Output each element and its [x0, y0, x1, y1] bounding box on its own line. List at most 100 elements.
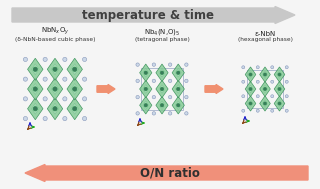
Polygon shape [277, 71, 282, 78]
Polygon shape [159, 85, 165, 93]
FancyArrow shape [12, 6, 295, 23]
Polygon shape [31, 64, 39, 75]
Text: (δ-NbN-based cubic phase): (δ-NbN-based cubic phase) [15, 37, 95, 42]
Circle shape [285, 109, 288, 112]
Circle shape [263, 102, 267, 105]
Polygon shape [31, 84, 39, 94]
Circle shape [242, 66, 245, 69]
Bar [141, 68, 183, 110]
Polygon shape [175, 68, 181, 77]
Polygon shape [245, 67, 256, 82]
Circle shape [256, 95, 259, 98]
Circle shape [43, 57, 47, 61]
Polygon shape [260, 96, 270, 111]
Circle shape [168, 63, 172, 66]
Circle shape [249, 102, 252, 105]
Polygon shape [175, 85, 181, 93]
Circle shape [285, 95, 288, 98]
Polygon shape [262, 100, 268, 107]
Polygon shape [71, 84, 79, 94]
Polygon shape [67, 58, 83, 80]
Circle shape [73, 87, 77, 91]
Circle shape [263, 87, 267, 91]
Circle shape [33, 87, 37, 91]
Circle shape [43, 77, 47, 81]
Circle shape [83, 97, 87, 101]
Polygon shape [248, 100, 253, 107]
FancyArrow shape [25, 164, 308, 181]
Circle shape [152, 79, 156, 83]
Polygon shape [175, 101, 181, 110]
Circle shape [285, 80, 288, 83]
Circle shape [177, 71, 180, 74]
Text: temperature & time: temperature & time [82, 9, 214, 22]
Polygon shape [172, 64, 184, 81]
Circle shape [278, 73, 281, 76]
Circle shape [249, 73, 252, 76]
FancyArrow shape [205, 84, 223, 94]
Circle shape [136, 95, 139, 99]
Polygon shape [143, 68, 149, 77]
Circle shape [53, 67, 57, 71]
Circle shape [263, 73, 267, 76]
Polygon shape [51, 84, 59, 94]
Circle shape [23, 57, 28, 61]
Polygon shape [31, 103, 39, 114]
Circle shape [33, 107, 37, 111]
Text: O/N ratio: O/N ratio [140, 167, 200, 180]
Circle shape [242, 95, 245, 98]
Polygon shape [143, 85, 149, 93]
Polygon shape [262, 71, 268, 78]
Text: (hexagonal phase): (hexagonal phase) [237, 37, 292, 42]
Circle shape [73, 107, 77, 111]
Polygon shape [260, 81, 270, 97]
Polygon shape [156, 64, 168, 81]
Circle shape [160, 87, 164, 91]
Circle shape [152, 95, 156, 99]
Circle shape [256, 109, 259, 112]
Polygon shape [143, 101, 149, 110]
Circle shape [285, 66, 288, 69]
Polygon shape [28, 78, 43, 100]
Polygon shape [248, 71, 253, 78]
Circle shape [160, 104, 164, 107]
Circle shape [73, 67, 77, 71]
Circle shape [271, 66, 274, 69]
Polygon shape [47, 78, 63, 100]
Circle shape [144, 104, 148, 107]
Circle shape [53, 87, 57, 91]
Polygon shape [140, 64, 152, 81]
Circle shape [249, 87, 252, 91]
Circle shape [152, 63, 156, 66]
Bar [247, 70, 283, 108]
Circle shape [63, 97, 67, 101]
Text: (tetragonal phase): (tetragonal phase) [135, 37, 189, 42]
Circle shape [278, 87, 281, 91]
Circle shape [256, 66, 259, 69]
Polygon shape [47, 58, 63, 80]
Circle shape [83, 57, 87, 61]
Polygon shape [140, 80, 152, 98]
Circle shape [185, 79, 188, 83]
Polygon shape [159, 101, 165, 110]
Polygon shape [156, 97, 168, 114]
Polygon shape [28, 58, 43, 80]
Circle shape [256, 80, 259, 83]
Circle shape [185, 63, 188, 66]
Circle shape [168, 95, 172, 99]
Text: ε-NbN: ε-NbN [254, 31, 276, 37]
Circle shape [83, 77, 87, 81]
Polygon shape [248, 85, 253, 93]
Circle shape [23, 97, 28, 101]
Polygon shape [274, 67, 285, 82]
Circle shape [63, 77, 67, 81]
Circle shape [271, 80, 274, 83]
Polygon shape [28, 98, 43, 120]
Circle shape [136, 79, 139, 83]
Circle shape [177, 104, 180, 107]
Polygon shape [172, 80, 184, 98]
Circle shape [242, 80, 245, 83]
Text: Nb$_4$(N,O)$_5$: Nb$_4$(N,O)$_5$ [144, 27, 180, 37]
Circle shape [242, 109, 245, 112]
Polygon shape [159, 68, 165, 77]
